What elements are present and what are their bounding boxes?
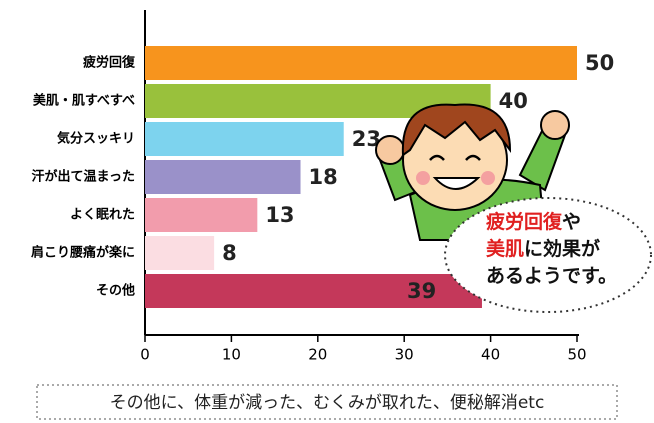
y-tick-label: 疲労回復 [83,55,136,71]
bar [145,122,344,156]
y-tick-label: 美肌・肌すべすべ [33,93,135,109]
annotation-part: 疲労回復 [486,210,563,233]
bar [145,236,214,270]
annotation: 疲労回復や [486,210,581,233]
value-label: 40 [499,89,528,113]
x-tick-label: 0 [140,346,150,364]
value-label: 18 [309,165,338,189]
y-tick-label: 気分スッキリ [57,131,135,147]
annotation: 美肌に効果が [486,237,600,260]
y-tick-label: その他 [96,283,135,299]
x-tick-label: 30 [395,346,414,364]
y-tick-label: 肩こり腰痛が楽に [31,245,135,261]
y-tick-label: 汗が出て温まった [32,169,135,185]
value-label: 8 [222,241,237,265]
x-tick-label: 50 [567,346,586,364]
bar [145,160,301,194]
annotation-part: 美肌 [486,237,524,260]
annotation-part: あるようです。 [486,265,617,287]
annotation: あるようです。 [486,265,617,287]
value-label: 39 [407,279,436,303]
annotation-part: に効果が [524,237,600,260]
x-tick-label: 40 [481,346,500,364]
annotation-part: や [562,211,581,233]
note: その他に、体重が減った、むくみが取れた、便秘解消etc [110,393,545,413]
y-tick-label: よく眠れた [70,208,135,223]
bar [145,46,577,80]
x-tick-label: 10 [222,346,241,364]
chart: 01020304050疲労回復50美肌・肌すべすべ40気分スッキリ23汗が出て温… [0,0,654,423]
x-tick-label: 20 [308,346,327,364]
value-label: 50 [585,51,614,75]
value-label: 13 [265,203,294,227]
bar [145,198,257,232]
